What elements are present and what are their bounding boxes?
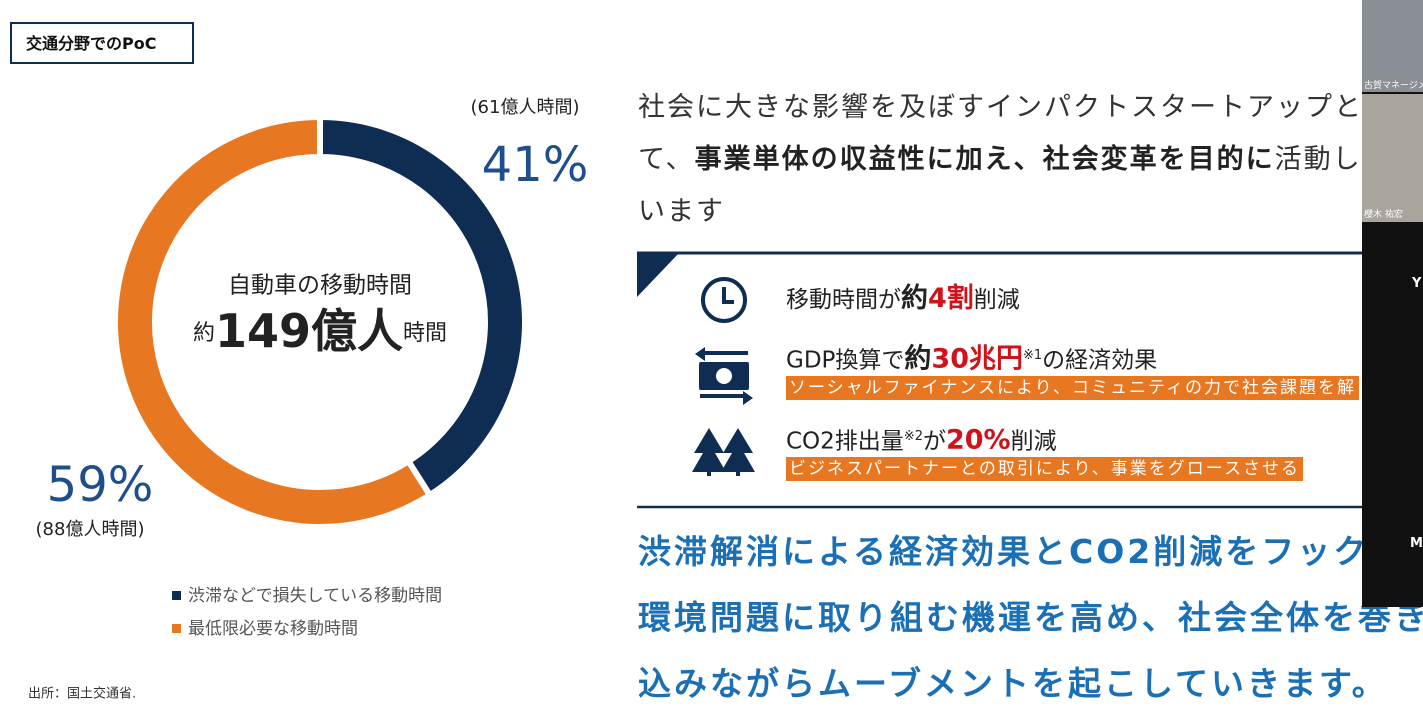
video-tile — [1362, 94, 1423, 222]
feature-box — [637, 251, 1362, 509]
text-run: GDP換算で — [786, 347, 905, 374]
legend-swatch — [172, 591, 181, 600]
participant-initial: Y — [1412, 276, 1422, 291]
center-prefix: 約 — [193, 321, 215, 346]
tree-icon — [692, 428, 755, 476]
message-line: 込みながらムーブメントを起こしていきます。 — [638, 664, 1388, 703]
text-run: 社会に大きな影響を及ぼすインパクトスタートアップと — [638, 92, 1363, 123]
text-run: 事業単体の収益性に加え、社会変革を目的に — [694, 144, 1275, 175]
feature-text: GDP換算で約30兆円※1の経済効果 — [786, 340, 1157, 377]
text-run: が — [922, 428, 946, 455]
center-suffix: 時間 — [403, 321, 447, 346]
donut-segment — [112, 113, 434, 530]
box-corner — [637, 253, 679, 297]
legend-label: 渋滞などで損失している移動時間 — [188, 586, 442, 606]
text-run: ※2 — [903, 429, 923, 444]
text-run: 削減 — [973, 287, 1020, 313]
center-line: 自動車の移動時間 — [228, 273, 412, 299]
center-total: 約149億人時間 — [193, 304, 447, 358]
text-run: て、 — [638, 144, 695, 175]
paragraph-line: います — [638, 192, 725, 232]
video-panel: 古賀マネージメ 櫻木 祐宏 Y M — [1362, 0, 1423, 607]
text-run: の経済効果 — [1042, 347, 1158, 374]
video-tile — [1362, 0, 1423, 92]
sub-label: (88億人時間) — [36, 519, 145, 540]
paragraph-line: 社会に大きな影響を及ぼすインパクトスタートアップと — [638, 88, 1363, 128]
text-run: ※1 — [1022, 348, 1043, 363]
text-run: 4割 — [928, 283, 974, 314]
feature-caption: ソーシャルファイナンスにより、コミュニティの力で社会課題を解 — [786, 376, 1359, 400]
text-run: 移動時間が — [786, 287, 901, 313]
legend-swatch — [172, 624, 181, 633]
source: 出所：国土交通省. — [28, 686, 136, 702]
message-line: 環境問題に取り組む機運を高め、社会全体を巻き — [638, 598, 1423, 637]
participant-initial: M — [1410, 536, 1423, 551]
feature-text: CO2排出量※2が20%削減 — [786, 421, 1057, 458]
header-title: 交通分野でのPoC — [26, 34, 157, 53]
value-label: 41% — [482, 137, 589, 193]
paragraph-line: て、事業単体の収益性に加え、社会変革を目的に活動し — [638, 140, 1362, 180]
text-run: CO2排出量 — [786, 428, 904, 455]
value-label: 59% — [47, 457, 154, 513]
text-run: 活動し — [1274, 144, 1362, 175]
participant-name: 櫻木 祐宏 — [1364, 210, 1403, 220]
center-main: 149億人 — [215, 304, 403, 358]
legend-label: 最低限必要な移動時間 — [188, 619, 358, 639]
message-line: 渋滞解消による経済効果とCO2削減をフック — [638, 532, 1370, 571]
text-run: 約 — [904, 343, 932, 375]
donut-chart: (61億人時間) 41% 59% (88億人時間) 自動車の移動時間 約149億… — [28, 97, 589, 702]
text-run: 30兆円 — [931, 343, 1023, 375]
text-run: 約 — [901, 283, 928, 314]
feature-caption: ビジネスパートナーとの取引により、事業をグロースさせる — [786, 457, 1303, 481]
text-run: 20% — [945, 424, 1011, 456]
text-run: います — [638, 196, 725, 227]
donut-segment — [317, 113, 528, 500]
money-icon — [695, 347, 753, 405]
participant-name: 古賀マネージメ — [1364, 81, 1423, 91]
header-box — [10, 22, 194, 64]
feature-text: 移動時間が約4割削減 — [786, 283, 1020, 316]
clock-icon — [701, 277, 747, 323]
text-run: 削減 — [1010, 428, 1057, 455]
sub-label: (61億人時間) — [471, 97, 580, 118]
